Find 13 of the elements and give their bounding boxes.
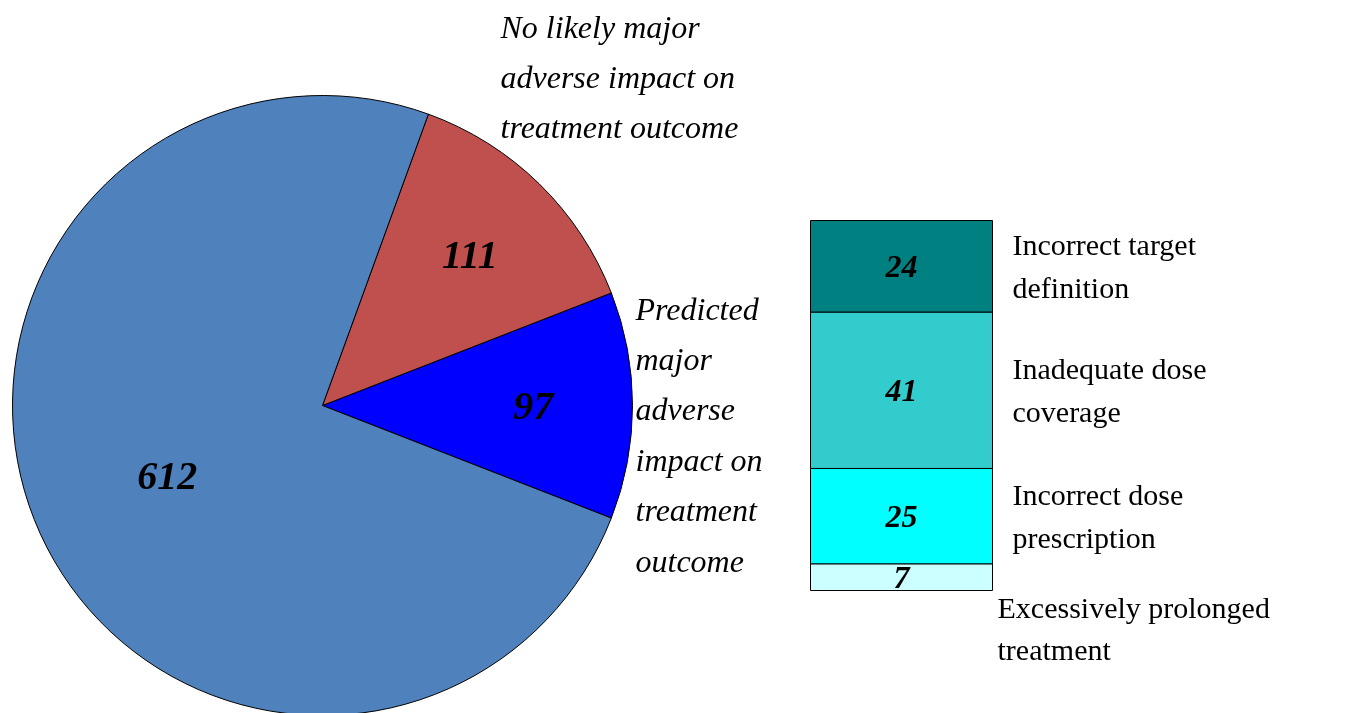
data-label: 7: [893, 558, 912, 595]
data-label: 24: [884, 247, 918, 284]
series-label: Inadequate dose coverage: [1012, 352, 1207, 429]
data-label: 612: [137, 452, 198, 498]
slice-label: Predicted major adverse impact on treatment outcome: [634, 290, 763, 579]
series-label: Incorrect target definition: [1012, 228, 1197, 305]
series-label: Excessively prolonged treatment: [997, 590, 1270, 667]
slice-label: No likely major adverse impact on treatment outcome: [499, 8, 739, 146]
data-label: 111: [442, 231, 498, 277]
data-label: 41: [884, 371, 918, 408]
series-label: Incorrect dose prescription: [1012, 478, 1184, 555]
data-label: 97: [513, 382, 556, 428]
data-label: 25: [884, 497, 918, 534]
